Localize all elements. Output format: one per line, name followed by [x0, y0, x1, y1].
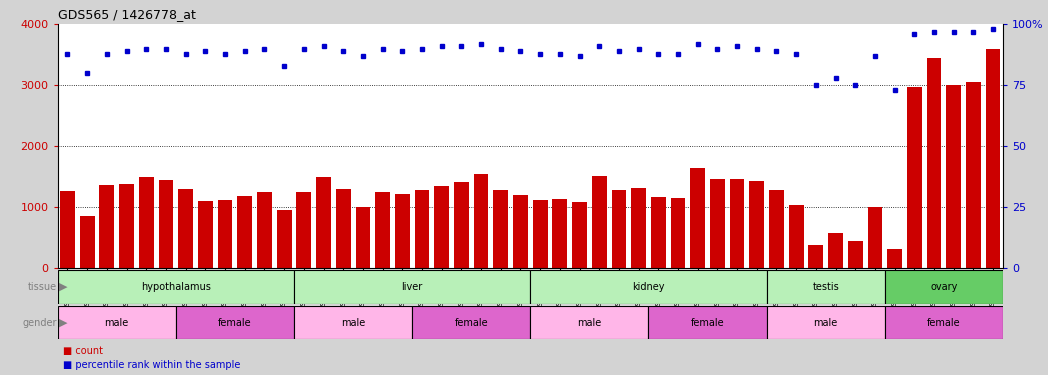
Bar: [926, 58, 941, 268]
Bar: [60, 191, 74, 268]
Text: ▶: ▶: [59, 318, 67, 327]
Bar: [415, 190, 430, 268]
Bar: [907, 87, 921, 268]
Bar: [651, 197, 665, 268]
Bar: [58, 306, 176, 339]
Bar: [691, 168, 705, 268]
Text: GDS565 / 1426778_at: GDS565 / 1426778_at: [58, 8, 196, 21]
Bar: [375, 192, 390, 268]
Bar: [178, 189, 193, 268]
Text: male: male: [577, 318, 602, 327]
Bar: [257, 192, 271, 268]
Text: female: female: [218, 318, 252, 327]
Bar: [514, 195, 528, 268]
Bar: [592, 176, 607, 268]
Bar: [237, 196, 253, 268]
Bar: [530, 270, 766, 304]
Bar: [868, 207, 882, 268]
Bar: [671, 198, 685, 268]
Bar: [766, 306, 885, 339]
Bar: [454, 182, 468, 268]
Bar: [412, 306, 530, 339]
Text: female: female: [927, 318, 961, 327]
Text: kidney: kidney: [632, 282, 664, 292]
Bar: [293, 270, 530, 304]
Text: ▶: ▶: [59, 282, 67, 292]
Text: ovary: ovary: [931, 282, 958, 292]
Bar: [631, 188, 646, 268]
Text: ■ percentile rank within the sample: ■ percentile rank within the sample: [63, 360, 240, 370]
Bar: [532, 200, 547, 268]
Bar: [709, 178, 725, 268]
Bar: [158, 180, 173, 268]
Text: male: male: [341, 318, 365, 327]
Bar: [749, 181, 764, 268]
Text: female: female: [691, 318, 724, 327]
Bar: [474, 174, 488, 268]
Bar: [58, 270, 293, 304]
Text: male: male: [105, 318, 129, 327]
Bar: [766, 270, 885, 304]
Text: liver: liver: [401, 282, 422, 292]
Bar: [552, 199, 567, 268]
Bar: [297, 192, 311, 268]
Bar: [355, 207, 370, 268]
Bar: [885, 270, 1003, 304]
Bar: [572, 202, 587, 268]
Bar: [828, 233, 843, 268]
Text: hypothalamus: hypothalamus: [140, 282, 211, 292]
Bar: [139, 177, 154, 268]
Bar: [176, 306, 293, 339]
Bar: [218, 200, 233, 268]
Bar: [986, 49, 1001, 268]
Bar: [885, 306, 1003, 339]
Text: ■ count: ■ count: [63, 346, 103, 356]
Bar: [649, 306, 766, 339]
Bar: [316, 177, 331, 268]
Bar: [119, 184, 134, 268]
Bar: [434, 186, 449, 268]
Bar: [966, 82, 981, 268]
Text: male: male: [813, 318, 837, 327]
Bar: [530, 306, 649, 339]
Bar: [789, 205, 804, 268]
Bar: [808, 245, 824, 268]
Bar: [198, 201, 213, 268]
Text: gender: gender: [22, 318, 57, 327]
Bar: [494, 190, 508, 268]
Bar: [612, 189, 627, 268]
Bar: [946, 86, 961, 268]
Bar: [888, 249, 902, 268]
Bar: [729, 179, 744, 268]
Bar: [848, 241, 863, 268]
Bar: [277, 210, 291, 268]
Bar: [335, 189, 351, 268]
Bar: [769, 189, 784, 268]
Bar: [100, 185, 114, 268]
Text: female: female: [455, 318, 488, 327]
Text: testis: testis: [812, 282, 839, 292]
Bar: [395, 194, 410, 268]
Bar: [293, 306, 412, 339]
Text: tissue: tissue: [27, 282, 57, 292]
Bar: [80, 216, 94, 268]
